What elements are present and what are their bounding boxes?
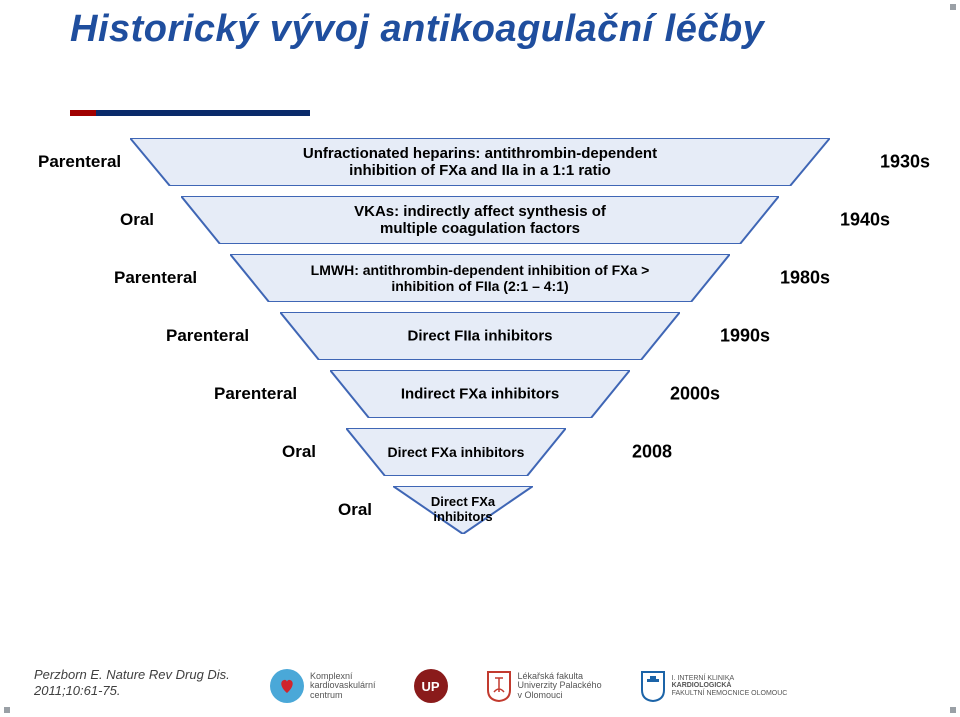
corner-tr xyxy=(950,4,956,10)
route-label-2: Parenteral xyxy=(114,268,197,288)
funnel-trap-5: Direct FXa inhibitors xyxy=(346,428,566,476)
route-label-4: Parenteral xyxy=(214,384,297,404)
funnel-row-0: Unfractionated heparins: antithrombin-de… xyxy=(0,138,960,186)
corner-br xyxy=(950,707,956,713)
slide-title: Historický vývoj antikoagulační léčby xyxy=(70,8,920,52)
funnel-row-4: Indirect FXa inhibitors Parenteral 2000s xyxy=(0,370,960,418)
funnel-row-6: Direct FXainhibitors Oral xyxy=(0,486,960,534)
corner-bl xyxy=(4,707,10,713)
citation: Perzborn E. Nature Rev Drug Dis. 2011;10… xyxy=(34,667,230,700)
rule-seg-1 xyxy=(70,110,96,116)
logo-lf: Lékařská fakulta Univerzity Palackého v … xyxy=(486,670,602,702)
funnel-trap-0: Unfractionated heparins: antithrombin-de… xyxy=(130,138,830,186)
logo-kkc-t3: centrum xyxy=(310,691,376,700)
logo-up-mark: UP xyxy=(414,669,448,703)
logo-fnol: I. INTERNÍ KLINIKA KARDIOLOGICKÁ FAKULTN… xyxy=(640,670,788,702)
rule-seg-2 xyxy=(96,110,310,116)
funnel-text-5: Direct FXa inhibitors xyxy=(346,444,566,460)
logo-fnol-t3: FAKULTNÍ NEMOCNICE OLOMOUC xyxy=(672,690,788,697)
route-label-6: Oral xyxy=(338,500,372,520)
logo-lf-mark xyxy=(486,670,512,702)
funnel-text-1: VKAs: indirectly affect synthesis ofmult… xyxy=(181,203,779,238)
funnel-text-0: Unfractionated heparins: antithrombin-de… xyxy=(130,145,830,180)
route-label-3: Parenteral xyxy=(166,326,249,346)
route-label-5: Oral xyxy=(282,442,316,462)
funnel-row-5: Direct FXa inhibitors Oral 2008 xyxy=(0,428,960,476)
funnel-trap-3: Direct FIIa inhibitors xyxy=(280,312,680,360)
citation-line2: 2011;10:61-75. xyxy=(34,683,121,698)
logo-fnol-mark xyxy=(640,670,666,702)
funnel-text-2: LMWH: antithrombin-dependent inhibition … xyxy=(230,262,730,294)
funnel-trap-1: VKAs: indirectly affect synthesis ofmult… xyxy=(181,196,779,244)
decade-label-1: 1940s xyxy=(840,210,890,231)
route-label-0: Parenteral xyxy=(38,152,121,172)
funnel-trap-4: Indirect FXa inhibitors xyxy=(330,370,630,418)
funnel-diagram: Unfractionated heparins: antithrombin-de… xyxy=(0,138,960,618)
decade-label-0: 1930s xyxy=(880,152,930,173)
funnel-text-4: Indirect FXa inhibitors xyxy=(330,385,630,402)
logo-kkc: Komplexní kardiovaskulární centrum xyxy=(270,669,376,703)
citation-line1: Perzborn E. Nature Rev Drug Dis. xyxy=(34,667,230,682)
funnel-text-3: Direct FIIa inhibitors xyxy=(280,327,680,344)
funnel-trap-6: Direct FXainhibitors xyxy=(393,486,533,534)
decade-label-2: 1980s xyxy=(780,268,830,289)
funnel-row-2: LMWH: antithrombin-dependent inhibition … xyxy=(0,254,960,302)
funnel-row-1: VKAs: indirectly affect synthesis ofmult… xyxy=(0,196,960,244)
title-underline xyxy=(70,110,310,116)
logo-lf-t3: v Olomouci xyxy=(518,691,602,700)
logo-kkc-mark xyxy=(270,669,304,703)
decade-label-5: 2008 xyxy=(632,442,672,463)
decade-label-3: 1990s xyxy=(720,326,770,347)
footer-logos: Komplexní kardiovaskulární centrum UP Lé… xyxy=(270,669,787,703)
logo-up: UP xyxy=(414,669,448,703)
logo-fnol-t2: KARDIOLOGICKÁ xyxy=(672,682,788,689)
route-label-1: Oral xyxy=(120,210,154,230)
funnel-trap-2: LMWH: antithrombin-dependent inhibition … xyxy=(230,254,730,302)
funnel-text-6: Direct FXainhibitors xyxy=(393,495,533,525)
funnel-row-3: Direct FIIa inhibitors Parenteral 1990s xyxy=(0,312,960,360)
decade-label-4: 2000s xyxy=(670,384,720,405)
